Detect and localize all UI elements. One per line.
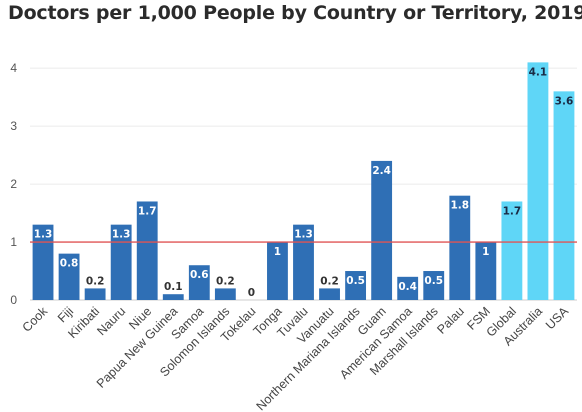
y-axis-ticks: 0 1 2 3 4 <box>10 61 17 307</box>
y-tick-label: 4 <box>10 61 17 75</box>
data-label: 1.3 <box>112 229 131 241</box>
data-label: 0 <box>248 287 255 299</box>
bar <box>162 294 184 300</box>
bar <box>319 288 340 300</box>
data-label: 0.5 <box>346 275 365 287</box>
bar <box>110 224 132 300</box>
bar <box>32 224 54 300</box>
data-label: 0.4 <box>398 281 417 293</box>
data-label: 1.7 <box>503 205 522 217</box>
bars <box>32 62 575 300</box>
bar <box>214 288 236 300</box>
bar <box>527 62 549 300</box>
data-label: 1 <box>274 246 281 258</box>
data-label: 2.4 <box>372 165 391 177</box>
bar <box>449 195 471 300</box>
x-tick-label: Cook <box>20 304 51 335</box>
data-label: 1.3 <box>34 229 53 241</box>
bar <box>136 201 158 300</box>
data-label: 0.1 <box>164 281 183 293</box>
bar <box>267 242 288 300</box>
x-tick-label: Palau <box>434 304 467 337</box>
y-tick-label: 1 <box>10 235 17 249</box>
data-label: 4.1 <box>529 66 548 78</box>
data-label: 1 <box>482 246 489 258</box>
data-label: 3.6 <box>555 95 574 107</box>
data-label: 0.6 <box>190 269 209 281</box>
data-label: 0.5 <box>424 275 443 287</box>
bar <box>58 253 80 300</box>
bar <box>293 224 314 300</box>
data-label: 1.3 <box>294 229 313 241</box>
data-label: 0.2 <box>216 275 235 287</box>
bar <box>397 276 419 300</box>
chart-title: Doctors per 1,000 People by Country or T… <box>8 2 582 24</box>
data-label: 0.2 <box>320 275 339 287</box>
y-tick-label: 2 <box>10 177 17 191</box>
bar <box>345 271 367 300</box>
bar <box>371 160 393 300</box>
data-label: 0.8 <box>60 258 79 270</box>
data-label: 0.2 <box>86 275 105 287</box>
x-tick-label: Nauru <box>94 304 128 338</box>
x-tick-label: USA <box>543 304 572 333</box>
bar <box>188 265 210 300</box>
y-tick-label: 0 <box>10 293 17 307</box>
bar <box>423 271 445 300</box>
y-tick-label: 3 <box>10 119 17 133</box>
data-label: 1.7 <box>138 205 157 217</box>
data-labels: 1.3 0.8 0.2 1.3 1.7 0.1 0.6 0.2 0 1 1.3 0.2 0.5 2.4 0.… <box>34 66 574 299</box>
bar <box>84 288 106 300</box>
data-label: 1.8 <box>450 200 469 212</box>
bar <box>553 91 575 300</box>
bar <box>501 201 523 300</box>
bar <box>475 242 497 300</box>
